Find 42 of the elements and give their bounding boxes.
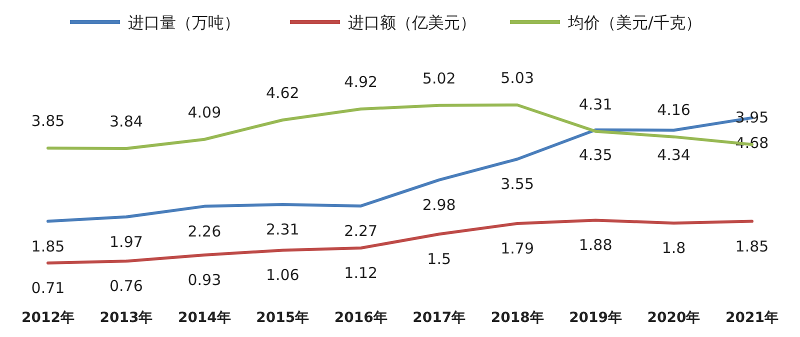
data-label: 3.55 <box>500 175 534 194</box>
x-tick-label: 2016年 <box>334 310 388 326</box>
x-tick-label: 2018年 <box>490 310 544 326</box>
data-label: 3.84 <box>110 112 143 131</box>
data-label: 1.85 <box>735 237 769 256</box>
data-label: 2.98 <box>422 196 456 214</box>
data-label: 4.34 <box>657 146 690 164</box>
data-label: 0.76 <box>110 277 143 296</box>
data-label: 1.12 <box>344 264 378 282</box>
data-label: 1.88 <box>578 236 612 254</box>
x-tick-label: 2012年 <box>22 310 74 326</box>
data-label: 0.93 <box>188 270 222 289</box>
data-label: 4.31 <box>578 95 612 114</box>
data-label: 5.02 <box>422 69 456 88</box>
data-label: 4.92 <box>344 73 378 92</box>
data-label: 2.27 <box>344 222 378 240</box>
data-label: 1.5 <box>427 250 452 268</box>
data-label: 1.79 <box>500 240 534 258</box>
data-label: 0.71 <box>31 279 65 297</box>
x-tick-label: 2014年 <box>178 310 231 326</box>
data-label: 1.8 <box>662 239 686 258</box>
data-label: 4.16 <box>657 100 690 119</box>
legend-label: 进口额（亿美元） <box>348 13 476 32</box>
data-label: 5.03 <box>500 69 534 87</box>
x-tick-label: 2021年 <box>726 310 778 326</box>
x-tick-label: 2015年 <box>256 310 310 326</box>
data-label: 1.06 <box>266 266 300 284</box>
data-label: 3.95 <box>735 108 769 126</box>
data-label: 1.85 <box>31 237 65 256</box>
data-label: 4.09 <box>188 103 222 122</box>
legend-label: 进口量（万吨） <box>128 13 240 32</box>
x-tick-label: 2020年 <box>647 310 700 326</box>
x-tick-label: 2013年 <box>100 310 153 326</box>
legend-label: 均价（美元/千克） <box>567 13 702 32</box>
data-label: 4.62 <box>266 84 300 102</box>
x-tick-label: 2019年 <box>569 310 622 326</box>
data-label: 4.35 <box>578 146 612 164</box>
data-label: 3.85 <box>31 112 65 130</box>
data-label: 2.31 <box>266 220 300 238</box>
data-label: 1.97 <box>110 232 143 251</box>
x-tick-label: 2017年 <box>412 310 466 326</box>
data-label: 2.26 <box>188 222 222 240</box>
